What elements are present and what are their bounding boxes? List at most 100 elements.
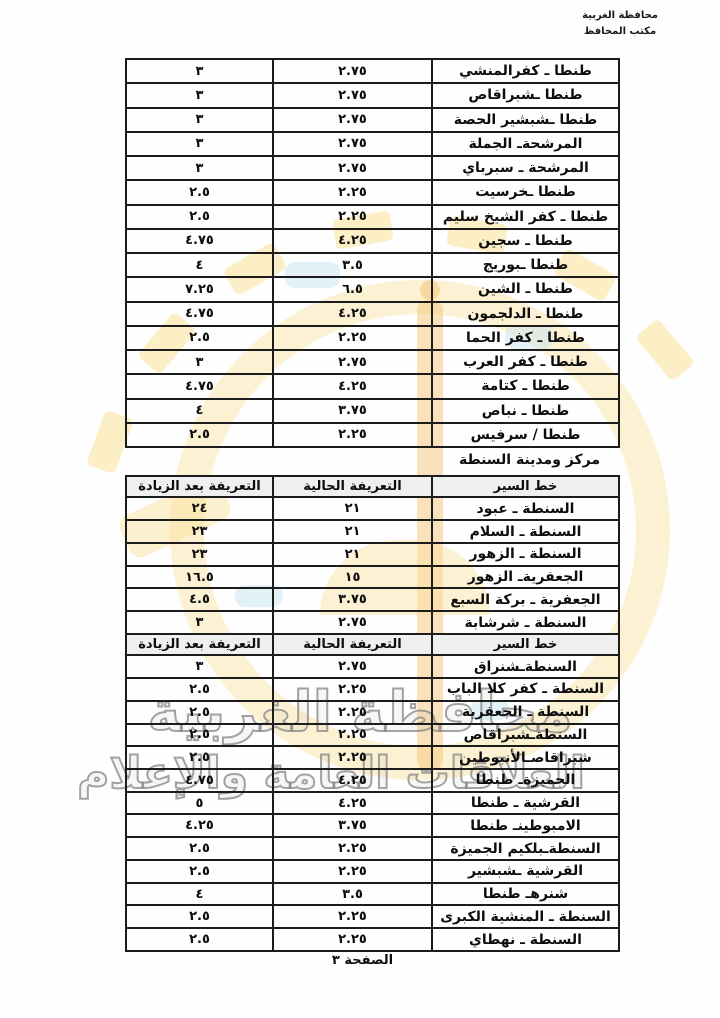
fare-cell-route: طنطا ـ كفر الحما	[431, 324, 620, 352]
fare-cell-after: ٢.٥	[125, 699, 274, 725]
fare-cell-route: طنطا ـ كتامة	[431, 373, 620, 400]
fare-row: السنطةـبلكيم الجميزة ٢.٢٥ ٢.٥	[125, 836, 620, 861]
fare-cell-current: ٢.٢٥	[272, 858, 433, 884]
fare-cell-after: ٢.٥	[125, 677, 274, 702]
fare-cell-current: ٤.٢٥	[272, 373, 433, 400]
fare-cell-current: ٢.٧٥	[272, 654, 433, 680]
fare-cell-route: السنطة ـ السلام	[431, 519, 620, 544]
fare-row: طنطا ـ كتامة ٤.٢٥ ٤.٧٥	[125, 373, 620, 400]
fare-cell-current: ١٥	[272, 564, 433, 590]
fare-cell-route: شنرهـ طنطا	[431, 881, 620, 907]
table-header-row: خط السير التعريفة الحالية التعريفة بعد الز…	[125, 632, 620, 657]
fare-cell-current: ٢.٧٥	[272, 57, 433, 85]
fare-row: السنطة ـ المنشية الكبرى ٢.٢٥ ٢.٥	[125, 904, 620, 930]
fare-cell-after: ٣	[125, 610, 274, 635]
fare-row: المرشحة ـ سبرباي ٢.٧٥ ٣	[125, 154, 620, 182]
fare-cell-route: المرشحة ـ سبرباي	[431, 154, 620, 182]
fare-cell-after: ٤.٧٥	[125, 300, 274, 327]
fare-cell-route: السنطة ـ نهطاي	[431, 927, 620, 952]
fare-cell-current: ٢.٢٥	[272, 677, 433, 702]
fare-cell-current: ٣.٥	[272, 251, 433, 279]
fare-cell-route: طنطا ـ الدلجمون	[431, 300, 620, 327]
fare-row: الجعفريةـ الزهور ١٥ ١٦.٥	[125, 564, 620, 590]
fare-cell-current: ٣.٧٥	[272, 813, 433, 839]
fare-cell-after: ٣	[125, 154, 274, 182]
fare-cell-route: السنطة ـ شرشابة	[431, 610, 620, 635]
fare-cell-after: ٣	[125, 106, 274, 133]
fare-row: طنطا ـبوريج ٣.٥ ٤	[125, 251, 620, 279]
fare-cell-current: ٢١	[272, 519, 433, 544]
fare-cell-current: ٢.٢٥	[272, 745, 433, 771]
fare-row: السنطةـشنراق ٢.٧٥ ٣	[125, 654, 620, 680]
fare-cell-after: ٤	[125, 251, 274, 279]
fare-cell-current: ٢.٢٥	[272, 927, 433, 952]
fare-cell-current: ٢.٧٥	[272, 154, 433, 182]
fare-cell-route: طنطا ـبوريج	[431, 251, 620, 279]
fare-cell-after: ٧.٢٥	[125, 276, 274, 303]
fare-cell-after: ٢.٥	[125, 858, 274, 884]
fare-cell-after: ٢.٥	[125, 745, 274, 771]
fare-cell-after: ٤.٧٥	[125, 768, 274, 793]
fare-cell-current: ٢.٢٥	[272, 421, 433, 449]
fare-row: طنطا ـشبشير الحصة ٢.٧٥ ٣	[125, 106, 620, 133]
header-cell-current: التعريفة الحالية	[272, 474, 433, 499]
header-cell-route: خط السير	[431, 474, 620, 499]
fare-cell-after: ٢.٥	[125, 904, 274, 930]
fare-row: السنطة ـ كفر كلا الباب ٢.٢٥ ٢.٥	[125, 677, 620, 702]
fare-cell-current: ٣.٥	[272, 881, 433, 907]
fare-cell-current: ٤.٢٥	[272, 768, 433, 793]
fare-cell-after: ٣	[125, 654, 274, 680]
fare-row: الامبوطينـ طنطا ٣.٧٥ ٤.٢٥	[125, 813, 620, 839]
fare-cell-route: طنطا ـ الشين	[431, 276, 620, 303]
fare-cell-current: ٤.٢٥	[272, 300, 433, 327]
fare-cell-after: ٢.٥	[125, 421, 274, 449]
fare-cell-route: طنطا / سرفيس	[431, 421, 620, 449]
fare-cell-after: ٢٣	[125, 519, 274, 544]
fare-cell-current: ٢.٧٥	[272, 610, 433, 635]
fare-cell-after: ٣	[125, 130, 274, 158]
fare-cell-current: ٢.٧٥	[272, 348, 433, 376]
fare-row: طنطا ـشبراقاص ٢.٧٥ ٣	[125, 82, 620, 109]
header-cell-route: خط السير	[431, 632, 620, 657]
fare-cell-route: شبراقاصـالأنبوطين	[431, 745, 620, 771]
fare-row: طنطا ـخرسيت ٢.٢٥ ٢.٥	[125, 179, 620, 206]
fare-row: القرشية ـشبشير ٢.٢٥ ٢.٥	[125, 858, 620, 884]
fare-cell-current: ٢.٢٥	[272, 904, 433, 930]
fare-cell-current: ٢.٢٥	[272, 203, 433, 230]
header-cell-after: التعريفة بعد الزيادة	[125, 632, 274, 657]
fare-row: شبراقاصـالأنبوطين ٢.٢٥ ٢.٥	[125, 745, 620, 771]
fare-cell-after: ٣	[125, 82, 274, 109]
fare-cell-route: السنطة ـ المنشية الكبرى	[431, 904, 620, 930]
fare-cell-route: القرشية ـ طنطا	[431, 790, 620, 816]
fare-cell-current: ٢.٢٥	[272, 699, 433, 725]
fare-cell-route: طنطا ـخرسيت	[431, 179, 620, 206]
fare-row: السنطة ـ شرشابة ٢.٧٥ ٣	[125, 610, 620, 635]
fare-row: السنطة ـ السلام ٢١ ٢٣	[125, 519, 620, 544]
fare-cell-after: ٤	[125, 397, 274, 424]
fare-cell-route: الجميزةـ طنطا	[431, 768, 620, 793]
fare-cell-after: ٤.٧٥	[125, 373, 274, 400]
fare-row: السنطة ـ نهطاي ٢.٢٥ ٢.٥	[125, 927, 620, 952]
fare-cell-current: ٢١	[272, 496, 433, 522]
fare-row: طنطا ـ كفر الحما ٢.٢٥ ٢.٥	[125, 324, 620, 352]
letterhead-office: مكتب المحافظ	[583, 26, 657, 37]
fare-cell-current: ٣.٧٥	[272, 587, 433, 613]
emblem-ray-shape	[634, 318, 696, 382]
fare-cell-after: ٤	[125, 881, 274, 907]
fare-cell-route: طنطا ـ كفرالمنشي	[431, 57, 620, 85]
fare-cell-route: طنطا ـ سجين	[431, 227, 620, 255]
fare-cell-current: ٢.٧٥	[272, 106, 433, 133]
fare-row: الجعفرية ـ بركة السبع ٣.٧٥ ٤.٥	[125, 587, 620, 613]
fare-cell-route: الجعفرية ـ بركة السبع	[431, 587, 620, 613]
fare-row: القرشية ـ طنطا ٤.٢٥ ٥	[125, 790, 620, 816]
fare-cell-after: ٢.٥	[125, 179, 274, 206]
fare-cell-after: ٢.٥	[125, 836, 274, 861]
fare-cell-route: طنطا ـ نباص	[431, 397, 620, 424]
fare-cell-route: القرشية ـشبشير	[431, 858, 620, 884]
fare-row: طنطا ـ الدلجمون ٤.٢٥ ٤.٧٥	[125, 300, 620, 327]
fare-cell-current: ٤.٢٥	[272, 227, 433, 255]
tanta-fares-table: طنطا ـ كفرالمنشي ٢.٧٥ ٣ طنطا ـشبراقاص ٢.٧٥ ٣ ط…	[125, 57, 620, 449]
fare-cell-route: السنطة ـ عبود	[431, 496, 620, 522]
fare-row: السنطة ـ الجعفرية ٢.٢٥ ٢.٥	[125, 699, 620, 725]
